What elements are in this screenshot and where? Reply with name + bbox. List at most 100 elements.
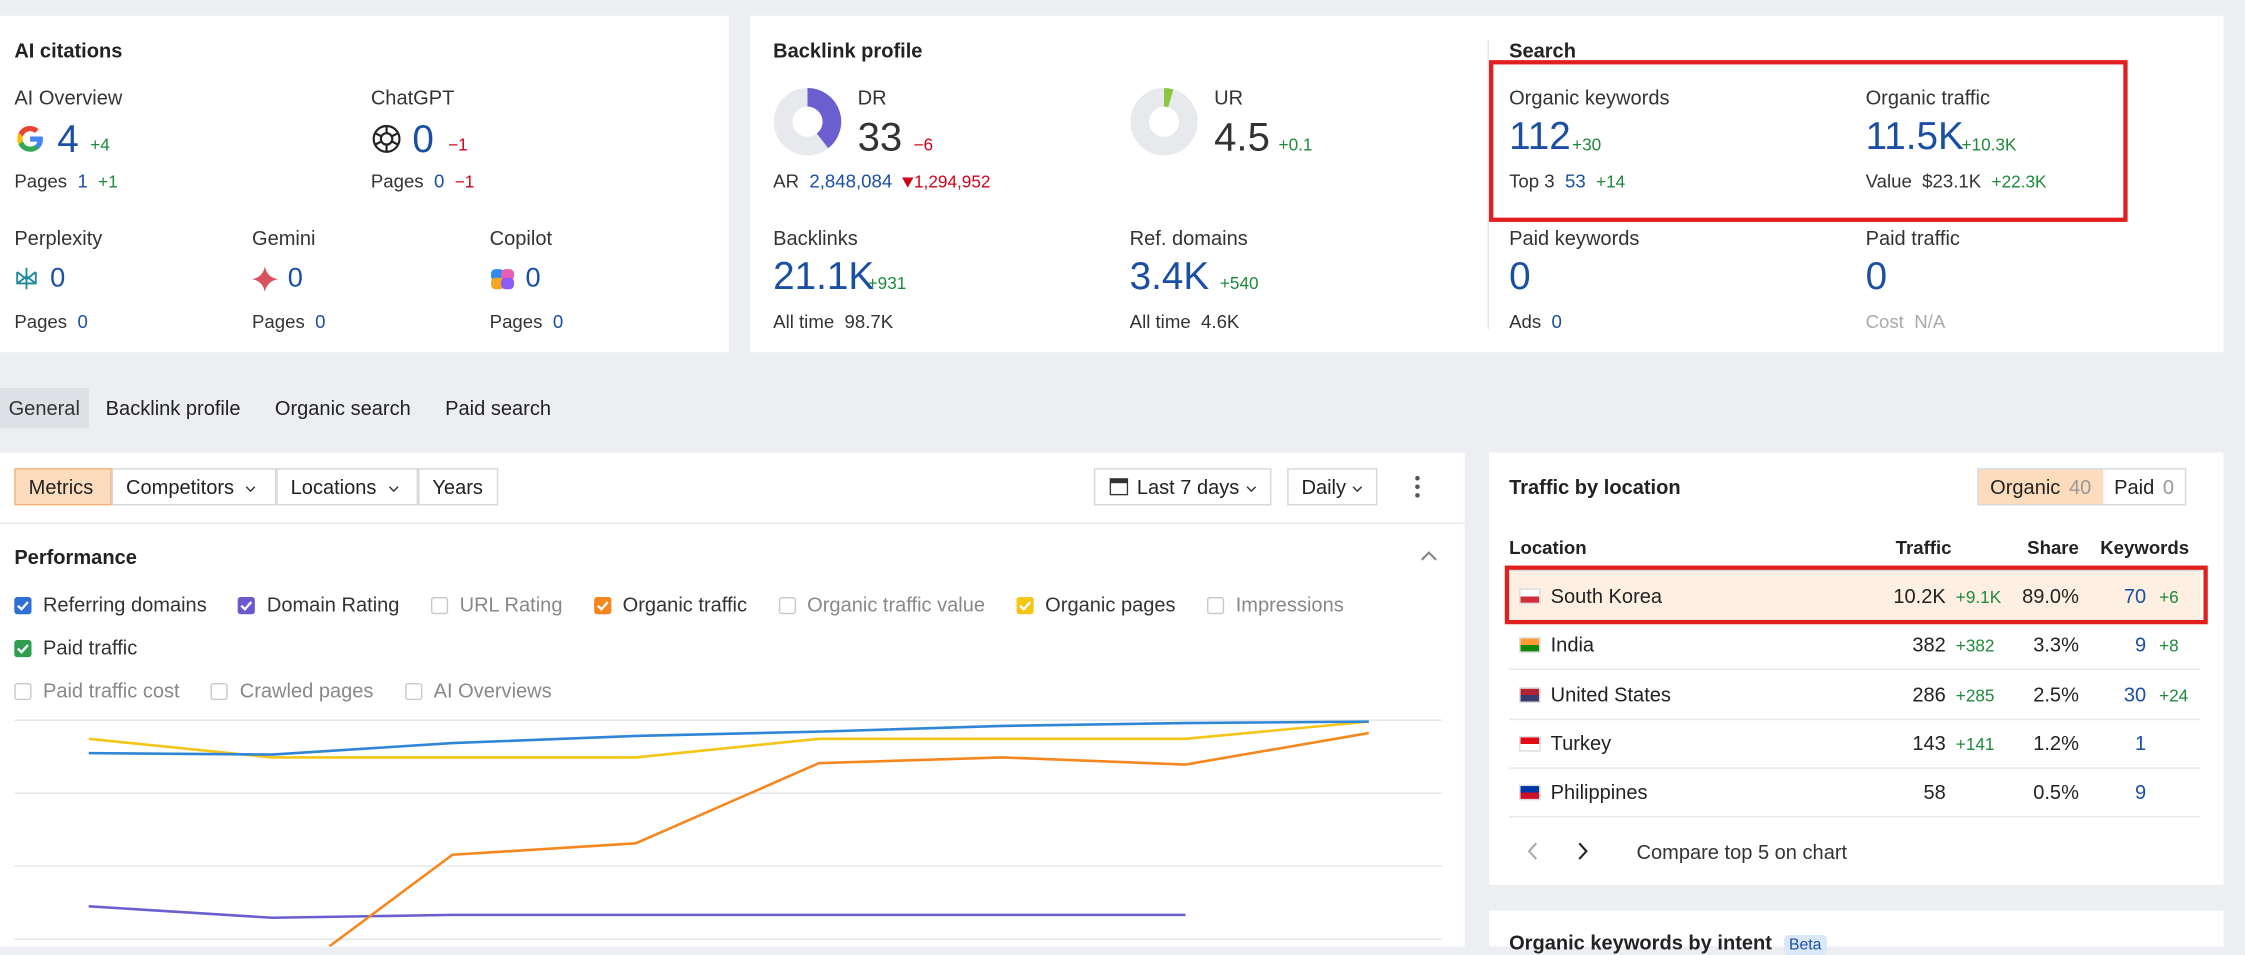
- interval-select[interactable]: Daily: [1287, 468, 1378, 506]
- column-header: Traffic: [1895, 536, 1952, 559]
- keywords: 1: [2135, 731, 2147, 755]
- sub-label: All time: [773, 310, 835, 333]
- ar-value: 2,848,084: [809, 170, 893, 192]
- toggle-option[interactable]: Organic 40: [1978, 469, 2103, 504]
- period-select[interactable]: Last 7 days: [1093, 468, 1271, 506]
- next-page[interactable]: [1578, 842, 1589, 861]
- metric-toggle[interactable]: Organic pages: [1016, 593, 1176, 636]
- section-title: Performance: [14, 545, 137, 569]
- calendar-icon: [1109, 478, 1129, 496]
- ur-donut: [1130, 88, 1198, 156]
- collapse-button[interactable]: [1420, 550, 1437, 561]
- metric-value: 0: [1509, 254, 1531, 298]
- metric-label: AI Overviews: [433, 678, 552, 702]
- checkbox[interactable]: [404, 682, 423, 701]
- line-organic-traffic: [328, 731, 1369, 947]
- pages-value: 0: [315, 310, 326, 333]
- metric-delta: +931: [867, 273, 907, 294]
- metric-toggle[interactable]: Referring domains: [14, 593, 207, 636]
- pages-label: Pages: [489, 310, 543, 333]
- period-label: Last 7 days: [1136, 475, 1240, 499]
- checkbox[interactable]: [593, 597, 612, 615]
- location-row[interactable]: United States 286 +285 2.5% 30 +24: [1509, 669, 2201, 720]
- pages-line: Pages 0: [252, 311, 326, 332]
- checkbox[interactable]: [14, 639, 32, 658]
- sub-line: Top 3 53 +14: [1509, 170, 1625, 191]
- performance-card: [0, 452, 1465, 947]
- caret: [1245, 486, 1256, 493]
- metric-value: 4.5: [1214, 114, 1270, 159]
- flag: [1519, 784, 1541, 801]
- tab[interactable]: Backlink profile: [105, 396, 241, 420]
- prev-page[interactable]: [1526, 842, 1538, 861]
- checkbox[interactable]: [14, 682, 32, 701]
- pages-label: Pages: [14, 310, 68, 333]
- metric-toggle[interactable]: Organic traffic: [593, 593, 747, 636]
- sub-value: N/A: [1914, 310, 1946, 333]
- pages-value: 0: [433, 170, 445, 192]
- flag: [1519, 735, 1541, 752]
- toggle-count: 40: [2068, 475, 2092, 499]
- caret: [1352, 486, 1363, 493]
- checkbox[interactable]: [211, 682, 229, 701]
- view-button[interactable]: Years: [418, 468, 499, 506]
- location-name: South Korea: [1550, 584, 1663, 608]
- sub-label: Value: [1865, 170, 1912, 192]
- grid: [14, 719, 1442, 940]
- toggle-option[interactable]: Paid 0: [2103, 470, 2186, 504]
- checkbox[interactable]: [430, 597, 449, 615]
- metric-toggle[interactable]: Crawled pages: [211, 679, 373, 722]
- view-button[interactable]: Competitors: [111, 468, 277, 506]
- location-card: [1489, 452, 2224, 885]
- tab[interactable]: Organic search: [274, 396, 411, 420]
- traffic-delta: +382: [1955, 636, 1995, 657]
- checkbox[interactable]: [1207, 597, 1225, 615]
- metric-toggle[interactable]: Paid traffic: [14, 636, 137, 679]
- traffic: 382: [1912, 633, 1946, 657]
- metric-toggle[interactable]: Organic traffic value: [778, 593, 985, 636]
- badge: Beta: [1783, 934, 1828, 955]
- keywords-delta: +24: [2159, 685, 2189, 706]
- checkbox[interactable]: [14, 597, 32, 615]
- location-row[interactable]: Philippines 58 0.5% 9: [1509, 768, 2201, 818]
- line-domain-rating: [88, 905, 1186, 920]
- metric-toggle[interactable]: URL Rating: [430, 592, 563, 636]
- keywords-delta: +6: [2159, 587, 2179, 608]
- chatgpt-icon: [372, 124, 401, 153]
- toggle-label: Paid: [2114, 475, 2155, 499]
- view-button[interactable]: Metrics: [14, 468, 112, 506]
- tab[interactable]: Paid search: [445, 396, 552, 420]
- card-title: Organic keywords by intent Beta: [1509, 931, 1828, 955]
- checkbox[interactable]: [1016, 597, 1034, 615]
- divider: [0, 522, 1465, 525]
- tab[interactable]: General: [0, 388, 89, 429]
- flag: [1519, 686, 1541, 703]
- traffic: 10.2K: [1893, 584, 1946, 608]
- sub-line: Value $23.1K +22.3K: [1866, 170, 2047, 191]
- toggle-count: 0: [2162, 475, 2175, 499]
- location-row[interactable]: India 382 +382 3.3% 9 +8: [1509, 620, 2201, 671]
- metric-label: Domain Rating: [266, 592, 400, 616]
- ai-citations-card: [0, 15, 729, 353]
- more-menu[interactable]: [1413, 475, 1422, 498]
- pages-label: Pages: [251, 310, 305, 333]
- compare-link[interactable]: Compare top 5 on chart: [1636, 840, 1848, 864]
- checkbox[interactable]: [778, 597, 796, 615]
- gemini-icon: [251, 266, 278, 293]
- metric-toggle[interactable]: Paid traffic cost: [14, 679, 180, 722]
- checkbox[interactable]: [238, 597, 256, 615]
- column-header: Share: [2027, 536, 2079, 559]
- metric-delta: +4: [90, 134, 110, 155]
- interval-label: Daily: [1301, 475, 1347, 499]
- metric-label: Crawled pages: [239, 678, 374, 702]
- metric-label: URL Rating: [459, 592, 563, 616]
- metric-value: 0: [287, 263, 303, 294]
- metric-toggle[interactable]: Domain Rating: [238, 593, 399, 636]
- metric-toggle[interactable]: AI Overviews: [404, 678, 552, 722]
- card-title: AI citations: [14, 38, 123, 62]
- metric-toggle[interactable]: Impressions: [1207, 593, 1344, 636]
- view-button[interactable]: Locations: [276, 468, 419, 506]
- location-row[interactable]: Turkey 143 +141 1.2% 1: [1509, 719, 2201, 769]
